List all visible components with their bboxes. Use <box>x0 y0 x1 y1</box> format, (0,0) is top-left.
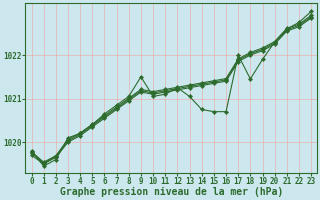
X-axis label: Graphe pression niveau de la mer (hPa): Graphe pression niveau de la mer (hPa) <box>60 187 283 197</box>
